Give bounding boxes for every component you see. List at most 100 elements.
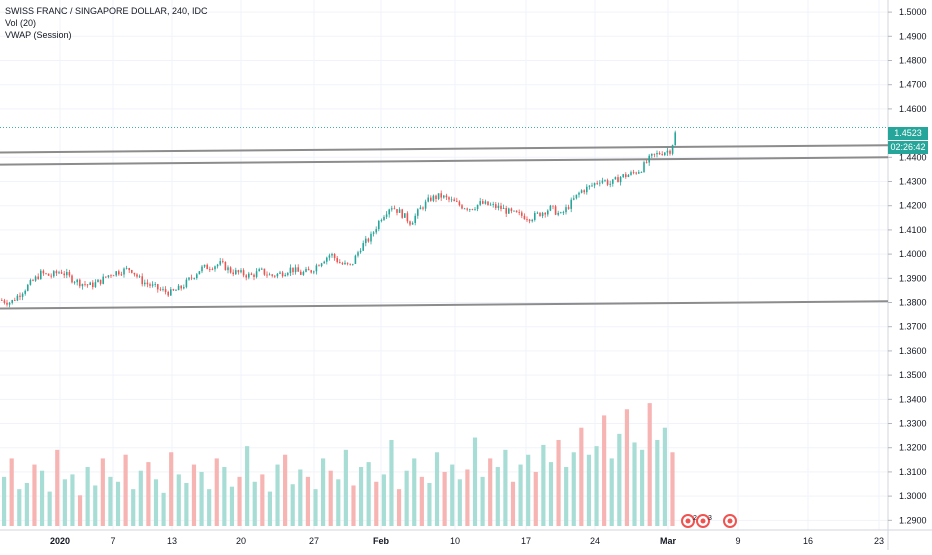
- dividend-icon-dot: [727, 518, 733, 524]
- candle-body: [424, 201, 427, 209]
- candle-body: [63, 273, 65, 276]
- candle-body: [440, 193, 442, 198]
- candle-body: [362, 243, 364, 251]
- volume-bar: [108, 476, 113, 526]
- volume-bar: [77, 495, 83, 526]
- candle-body: [292, 267, 294, 273]
- legend-volume[interactable]: Vol (20): [5, 18, 37, 28]
- candle-body: [167, 291, 169, 296]
- candle-body: [544, 212, 546, 215]
- volume-bar: [533, 471, 538, 526]
- volume-bar: [564, 467, 569, 526]
- volume-bar: [260, 474, 265, 526]
- legend-vwap[interactable]: VWAP (Session): [5, 30, 72, 40]
- candle-body: [6, 302, 8, 305]
- candle-body: [209, 269, 211, 270]
- candle-body: [385, 214, 388, 217]
- y-tick-label: 1.3400: [899, 394, 927, 404]
- candle-body: [190, 277, 193, 279]
- candle-body: [534, 212, 536, 220]
- trend-line[interactable]: [0, 144, 889, 154]
- candle-body: [515, 210, 518, 213]
- candle-body: [430, 197, 432, 201]
- trend-line[interactable]: [0, 300, 889, 310]
- candle-body: [432, 195, 435, 201]
- candle-body: [261, 268, 263, 270]
- candle-body: [619, 177, 622, 183]
- volume-bar: [222, 467, 227, 526]
- candle-body: [323, 261, 325, 264]
- candle-body: [177, 285, 180, 291]
- y-tick-label: 1.3100: [899, 467, 927, 477]
- candle-body: [404, 213, 406, 218]
- candle-body: [617, 177, 619, 183]
- candle-body: [489, 204, 492, 206]
- volume-bar: [472, 437, 478, 526]
- dividend-icon-dot: [685, 518, 691, 524]
- candle-body: [258, 269, 260, 272]
- candle-body: [112, 275, 115, 277]
- candle-body: [367, 238, 370, 242]
- y-tick-label: 1.4600: [899, 104, 927, 114]
- candle-body: [118, 271, 120, 275]
- volume-bar: [594, 446, 599, 526]
- candle-body: [3, 300, 6, 303]
- candle-body: [102, 276, 104, 284]
- candle-body: [445, 195, 448, 198]
- candle-body: [224, 262, 227, 271]
- candle-body: [40, 270, 42, 280]
- candle-body: [372, 232, 375, 234]
- candle-body: [219, 261, 221, 265]
- candle-body: [666, 150, 669, 153]
- candle-body: [500, 205, 502, 209]
- candle-body: [370, 233, 372, 242]
- x-tick-label: 7: [110, 536, 115, 546]
- candle-body: [448, 197, 450, 200]
- candle-body: [151, 284, 154, 286]
- candle-body: [203, 264, 206, 267]
- candle-body: [105, 276, 107, 278]
- candle-body: [341, 263, 344, 265]
- candle-body: [539, 212, 541, 217]
- candle-body: [136, 274, 138, 277]
- candle-body: [242, 270, 245, 276]
- volume-bar: [351, 485, 356, 526]
- y-tick-label: 1.3900: [899, 273, 927, 283]
- candle-body: [456, 201, 458, 202]
- trend-line[interactable]: [0, 156, 889, 166]
- y-tick-label: 1.4200: [899, 201, 927, 211]
- candle-body: [92, 282, 94, 288]
- x-tick-label: 13: [167, 536, 177, 546]
- candle-body: [648, 155, 650, 163]
- candle-body: [461, 205, 463, 209]
- candle-body: [196, 274, 198, 279]
- candle-body: [492, 204, 494, 205]
- candle-body: [99, 279, 102, 284]
- x-tick-label: 17: [521, 536, 531, 546]
- candle-body: [287, 273, 289, 275]
- candle-body: [346, 262, 349, 264]
- candle-body: [175, 290, 177, 291]
- candle-body: [201, 266, 203, 272]
- volume-bar: [480, 476, 485, 526]
- volume-bar: [548, 462, 554, 526]
- volume-bar: [39, 470, 45, 526]
- legend-symbol[interactable]: SWISS FRANC / SINGAPORE DOLLAR, 240, IDC: [5, 6, 208, 16]
- volume-bar: [70, 474, 75, 526]
- candle-body: [630, 172, 632, 175]
- volume-bar: [450, 464, 455, 526]
- volume-bar: [214, 458, 219, 526]
- candle-body: [378, 221, 380, 230]
- candle-body: [552, 205, 554, 207]
- candle-body: [596, 183, 598, 184]
- candle-body: [411, 222, 414, 225]
- candle-body: [674, 132, 676, 146]
- candle-body: [331, 254, 333, 256]
- candle-body: [16, 295, 19, 301]
- volume-bar: [358, 467, 364, 526]
- candle-body: [593, 183, 596, 186]
- candle-body: [606, 180, 609, 185]
- volume-bar: [267, 491, 273, 526]
